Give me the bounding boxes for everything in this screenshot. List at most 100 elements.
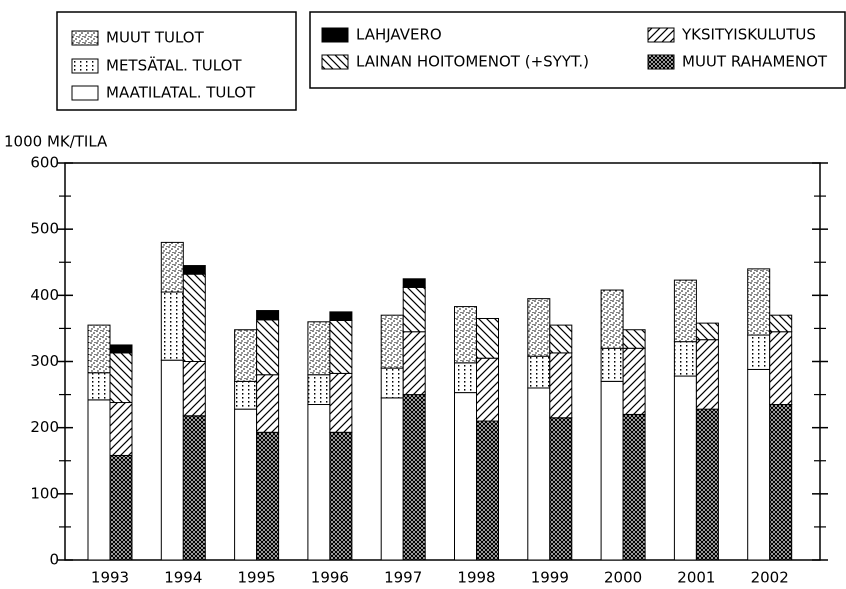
legend-box (56, 11, 297, 111)
bar-segment (234, 408, 258, 561)
bar-segment (454, 306, 477, 364)
bar-segment (256, 374, 280, 433)
legend-label: MUUT TULOT (106, 29, 205, 47)
bar-segment (402, 394, 426, 561)
bar-segment (307, 321, 331, 376)
bar-segment (307, 374, 331, 406)
y-tick-label: 100 (30, 484, 59, 502)
legend-label: MAATILATAL. TULOT (106, 84, 256, 102)
bar-segment (673, 279, 697, 343)
legend-swatch (321, 27, 349, 43)
bar-segment (695, 322, 719, 341)
x-tick-label: 2001 (677, 569, 715, 587)
legend-label: LAHJAVERO (356, 26, 442, 44)
x-tick-label: 1997 (384, 569, 422, 587)
bar-segment (402, 286, 426, 333)
bar-segment (747, 268, 771, 336)
bar-segment (695, 339, 719, 410)
y-tick-label: 200 (30, 418, 59, 436)
x-tick-label: 2002 (751, 569, 789, 587)
bar-segment (402, 331, 426, 396)
bar-segment (234, 329, 258, 382)
bar-segment (380, 314, 404, 369)
bar-segment (182, 273, 206, 362)
bar-segment (673, 375, 697, 561)
bar-segment (87, 324, 111, 374)
bar-segment (527, 298, 551, 357)
bar-segment (109, 454, 133, 561)
legend-swatch (71, 85, 99, 101)
y-tick-label: 0 (49, 551, 59, 569)
bar-segment (402, 278, 426, 288)
bar-segment (109, 402, 133, 456)
bar-segment (622, 329, 646, 349)
bar-segment (769, 314, 793, 333)
y-tick-label: 600 (30, 154, 59, 172)
bar-segment (380, 367, 404, 399)
bar-segment (87, 372, 111, 401)
bar-segment (182, 265, 206, 275)
legend-box (309, 11, 846, 89)
bar-segment (527, 387, 551, 561)
legend-swatch (71, 58, 99, 74)
bar-segment (329, 372, 353, 433)
bar-segment (549, 352, 573, 419)
bar-segment (307, 404, 331, 561)
y-tick-label: 400 (30, 286, 59, 304)
bar-segment (109, 344, 133, 354)
bar-segment (673, 341, 697, 377)
bar-segment (160, 241, 184, 293)
bar-segment (695, 408, 719, 561)
bar-segment (256, 431, 280, 561)
bar-segment (380, 397, 404, 561)
bar-segment (476, 420, 499, 561)
bar-segment (622, 413, 646, 561)
x-tick-label: 1999 (531, 569, 569, 587)
bar-segment (256, 310, 280, 321)
x-tick-label: 1995 (238, 569, 276, 587)
bar-segment (476, 317, 499, 359)
bar-segment (747, 368, 771, 561)
legend-label: LAINAN HOITOMENOT (+SYYT.) (356, 53, 589, 71)
bar-segment (769, 404, 793, 561)
bar-segment (747, 334, 771, 370)
x-tick-label: 1996 (311, 569, 349, 587)
bar-segment (454, 392, 477, 561)
bar-segment (329, 319, 353, 374)
bar-segment (87, 399, 111, 561)
legend-swatch (321, 54, 349, 70)
x-tick-label: 2000 (604, 569, 642, 587)
bar-segment (182, 361, 206, 417)
bar-segment (549, 417, 573, 561)
y-axis-label: 1000 MK/TILA (4, 133, 108, 151)
x-tick-label: 1993 (91, 569, 129, 587)
bar-segment (527, 355, 551, 389)
bar-segment (454, 362, 477, 394)
bar-segment (182, 415, 206, 561)
y-tick-label: 500 (30, 220, 59, 238)
bar-segment (109, 352, 133, 404)
legend-label: YKSITYISKULUTUS (681, 26, 816, 44)
bar-segment (476, 357, 499, 422)
bar-segment (329, 311, 353, 321)
bar-segment (600, 347, 624, 382)
y-tick-label: 300 (30, 352, 59, 370)
legend-swatch (647, 27, 675, 43)
legend-label: METSÄTAL. TULOT (106, 56, 242, 75)
bar-segment (600, 289, 624, 349)
legend-swatch (71, 30, 99, 46)
bar-segment (329, 431, 353, 561)
x-tick-label: 1994 (164, 569, 202, 587)
bar-segment (549, 324, 573, 354)
legend-label: MUUT RAHAMENOT (682, 53, 828, 71)
bar-segment (234, 380, 258, 410)
bar-segment (160, 359, 184, 561)
bar-segment (622, 347, 646, 415)
bar-segment (769, 331, 793, 406)
bar-segment (256, 319, 280, 376)
x-tick-label: 1998 (457, 569, 495, 587)
legend-swatch (647, 54, 675, 70)
bar-segment (600, 380, 624, 561)
